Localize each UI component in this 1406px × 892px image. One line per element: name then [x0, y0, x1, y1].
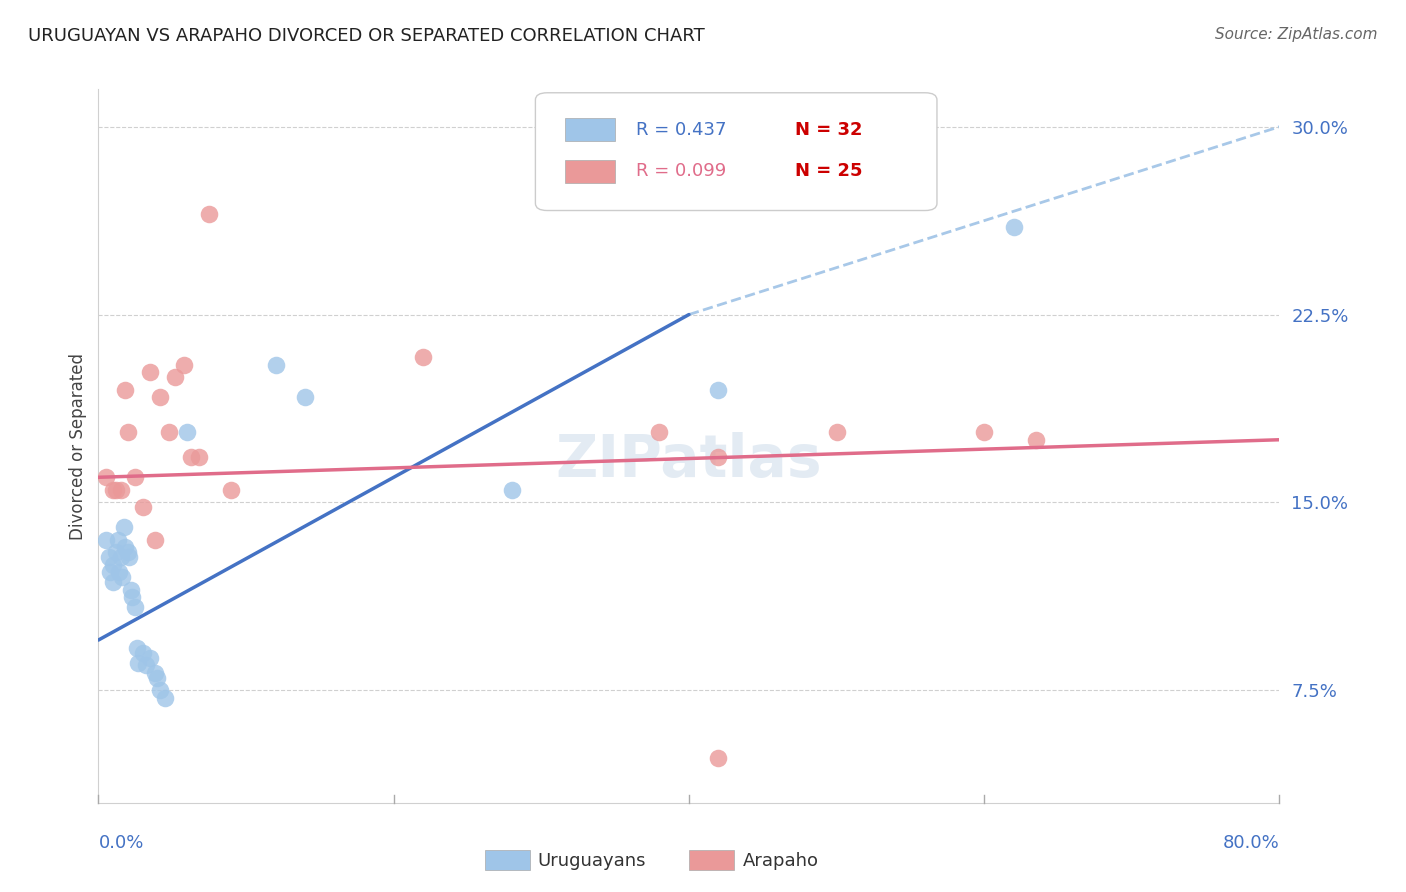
Point	[149, 683, 172, 698]
FancyBboxPatch shape	[565, 119, 614, 141]
Point	[105, 483, 128, 497]
Point	[103, 483, 125, 497]
FancyBboxPatch shape	[536, 93, 936, 211]
Point	[114, 383, 136, 397]
Point	[117, 425, 139, 440]
Text: 80.0%: 80.0%	[1223, 834, 1279, 852]
Point	[112, 520, 135, 534]
Point	[187, 450, 209, 465]
Point	[198, 207, 221, 221]
Point	[264, 358, 287, 372]
Point	[124, 470, 146, 484]
Point	[139, 365, 162, 379]
Point	[94, 470, 117, 484]
Point	[173, 358, 195, 372]
Point	[707, 450, 730, 465]
Text: R = 0.437: R = 0.437	[636, 121, 727, 139]
Point	[125, 640, 148, 655]
Point	[165, 370, 187, 384]
Point	[97, 550, 120, 565]
Point	[180, 450, 202, 465]
Point	[132, 646, 155, 660]
Point	[412, 350, 434, 364]
Point	[107, 533, 129, 547]
Point	[108, 566, 131, 580]
Point	[135, 658, 157, 673]
Point	[143, 533, 166, 547]
Point	[121, 591, 143, 605]
Text: N = 25: N = 25	[796, 162, 863, 180]
Point	[139, 650, 162, 665]
Point	[111, 570, 134, 584]
Point	[707, 750, 730, 764]
Text: Uruguayans: Uruguayans	[537, 852, 645, 870]
Point	[648, 425, 671, 440]
Point	[124, 600, 146, 615]
Y-axis label: Divorced or Separated: Divorced or Separated	[69, 352, 87, 540]
Point	[146, 671, 169, 685]
Point	[707, 383, 730, 397]
Point	[114, 541, 136, 555]
Point	[94, 533, 117, 547]
Text: Arapaho: Arapaho	[742, 852, 818, 870]
Text: R = 0.099: R = 0.099	[636, 162, 725, 180]
Point	[132, 500, 155, 515]
Point	[98, 566, 121, 580]
Text: Source: ZipAtlas.com: Source: ZipAtlas.com	[1215, 27, 1378, 42]
Point	[176, 425, 198, 440]
Point	[127, 656, 149, 670]
Text: URUGUAYAN VS ARAPAHO DIVORCED OR SEPARATED CORRELATION CHART: URUGUAYAN VS ARAPAHO DIVORCED OR SEPARAT…	[28, 27, 704, 45]
Point	[501, 483, 523, 497]
Point	[120, 582, 142, 597]
Point	[110, 550, 132, 565]
Text: 0.0%: 0.0%	[98, 834, 143, 852]
Point	[157, 425, 180, 440]
FancyBboxPatch shape	[565, 160, 614, 183]
Text: N = 32: N = 32	[796, 121, 863, 139]
Point	[103, 575, 125, 590]
Point	[103, 558, 125, 572]
Point	[118, 550, 141, 565]
Point	[153, 690, 176, 705]
Point	[110, 483, 132, 497]
Point	[973, 425, 995, 440]
Point	[117, 545, 139, 559]
Point	[294, 390, 316, 404]
Text: ZIPatlas: ZIPatlas	[555, 432, 823, 489]
Point	[105, 545, 128, 559]
Point	[825, 425, 848, 440]
Point	[219, 483, 242, 497]
Point	[149, 390, 172, 404]
Point	[1002, 219, 1025, 234]
Point	[143, 665, 166, 680]
Point	[1025, 433, 1047, 447]
